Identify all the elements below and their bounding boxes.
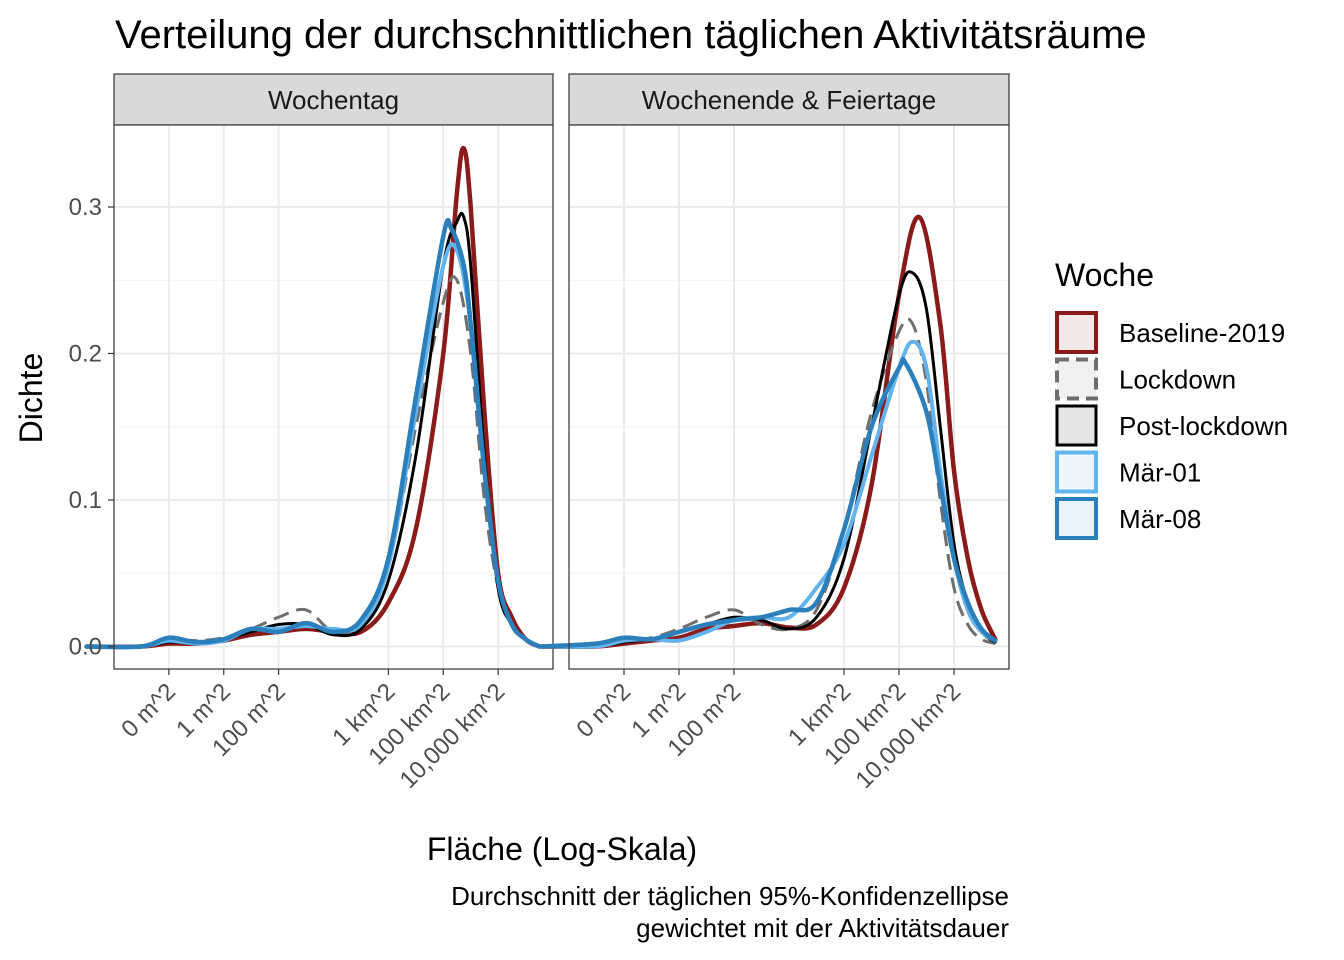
caption-line-1: Durchschnitt der täglichen 95%-Konfidenz… bbox=[451, 881, 1009, 911]
legend-label: Mär-01 bbox=[1119, 458, 1201, 488]
legend: Woche Baseline-2019 Lockdown Post-lockdown… bbox=[1055, 257, 1288, 540]
legend-label: Lockdown bbox=[1119, 365, 1236, 395]
y-tick-label: 0.1 bbox=[69, 487, 102, 514]
y-tick-label: 0.0 bbox=[69, 634, 102, 661]
series-line-m-r-08 bbox=[84, 218, 542, 650]
legend-item-lockdown: Lockdown bbox=[1055, 357, 1236, 401]
panel-border bbox=[113, 124, 554, 670]
legend-item-m-r-01: Mär-01 bbox=[1055, 450, 1201, 494]
y-tick-label: 0.3 bbox=[69, 194, 102, 221]
facet-strip-label: Wochentag bbox=[268, 85, 399, 115]
facet-strip-label: Wochenende & Feiertage bbox=[642, 85, 936, 115]
caption-line-2: gewichtet mit der Aktivitätsdauer bbox=[636, 913, 1009, 943]
chart-title: Verteilung der durchschnittlichen täglic… bbox=[115, 13, 1147, 57]
series-line-m-r-08 bbox=[539, 356, 998, 649]
legend-item-baseline-2019: Baseline-2019 bbox=[1055, 311, 1285, 354]
panel-border bbox=[568, 124, 1010, 670]
legend-item-post-lockdown: Post-lockdown bbox=[1055, 404, 1288, 447]
legend-item-m-r-08: Mär-08 bbox=[1055, 497, 1201, 540]
legend-key bbox=[1055, 404, 1098, 447]
legend-label: Baseline-2019 bbox=[1119, 318, 1285, 348]
facet-strip bbox=[113, 73, 554, 126]
legend-key bbox=[1055, 311, 1098, 354]
y-axis-title: Dichte bbox=[13, 353, 49, 444]
legend-title: Woche bbox=[1055, 257, 1154, 293]
legend-key bbox=[1055, 450, 1098, 494]
y-tick-label: 0.2 bbox=[69, 341, 102, 368]
legend-key bbox=[1055, 357, 1098, 401]
legend-label: Mär-08 bbox=[1119, 504, 1201, 534]
legend-key bbox=[1055, 497, 1098, 540]
legend-label: Post-lockdown bbox=[1119, 411, 1288, 441]
x-axis-title: Fläche (Log-Skala) bbox=[427, 831, 697, 867]
